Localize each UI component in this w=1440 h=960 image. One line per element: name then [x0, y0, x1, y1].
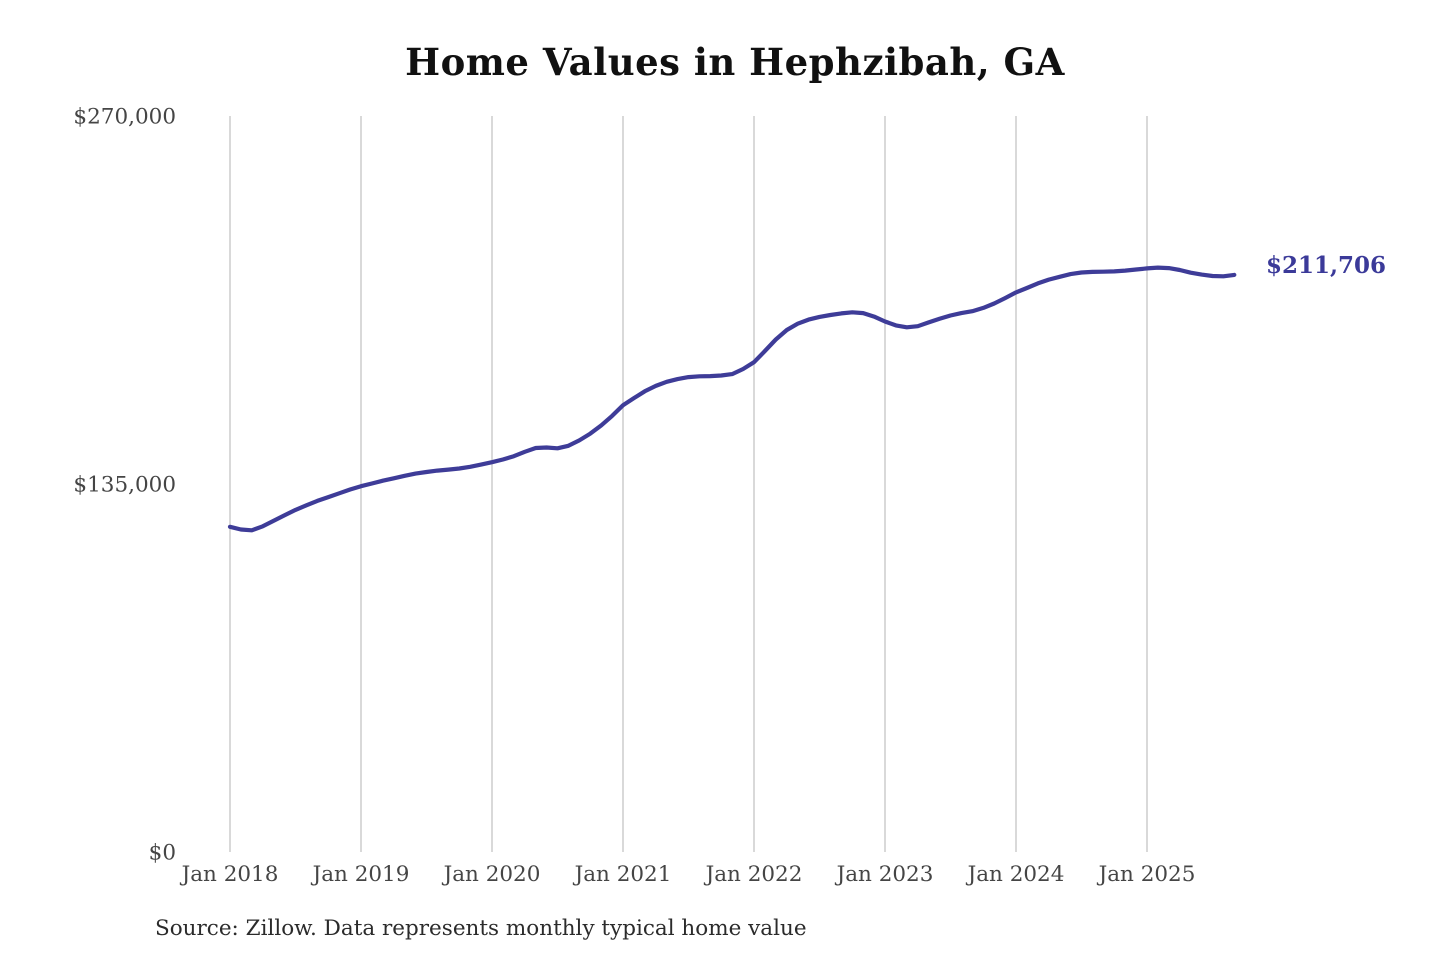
x-tick-label: Jan 2022: [704, 862, 803, 887]
source-note: Source: Zillow. Data represents monthly …: [155, 916, 807, 941]
x-tick-label: Jan 2021: [573, 862, 672, 887]
x-tick-label: Jan 2020: [442, 862, 541, 887]
x-tick-label: Jan 2023: [835, 862, 934, 887]
x-tick-label: Jan 2018: [180, 862, 279, 887]
x-tick-label: Jan 2024: [966, 862, 1065, 887]
chart-title: Home Values in Hephzibah, GA: [405, 40, 1065, 84]
y-tick-label: $0: [149, 841, 176, 866]
y-tick-label: $270,000: [73, 105, 176, 130]
x-tick-label: Jan 2025: [1097, 862, 1196, 887]
home-value-line: [227, 265, 1237, 533]
y-tick-label: $135,000: [73, 473, 176, 498]
current-value-label: $211,706: [1266, 252, 1387, 279]
x-tick-label: Jan 2019: [311, 862, 410, 887]
